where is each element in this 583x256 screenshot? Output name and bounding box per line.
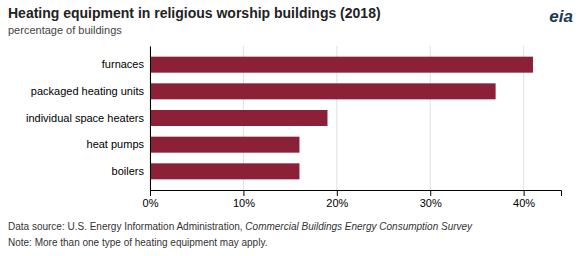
y-tick: individual space heaters [26,112,145,124]
x-tick-label: 0% [143,197,159,209]
x-tick-mark [430,190,431,196]
bar [150,163,299,179]
y-tick-label: individual space heaters [26,112,145,124]
bar [150,110,327,126]
title: Heating equipment in religious worship b… [8,5,381,21]
bars [150,57,533,180]
y-tick: furnaces [102,58,145,70]
bar [150,137,299,153]
y-axis: boilers heat pumps individual space heater… [26,47,151,191]
x-tick-label: 30% [420,197,442,209]
note: Note: More than one type of heating equi… [8,237,267,248]
y-tick-label: packaged heating units [31,85,145,97]
y-tick-label: boilers [112,165,145,177]
x-tick: 0% [143,190,159,209]
x-tick-label: 20% [326,197,348,209]
y-tick: boilers [112,165,145,177]
x-tick-mark [243,190,244,196]
source-italic: Commercial Buildings Energy Consumption … [245,221,473,232]
y-tick-label: furnaces [102,58,145,70]
x-tick: 20% [326,190,348,209]
x-tick-label: 10% [233,197,255,209]
y-axis-line [150,47,151,191]
x-tick-mark [150,190,151,196]
subtitle: percentage of buildings [8,24,122,36]
x-tick: 10% [233,190,255,209]
y-tick: packaged heating units [31,85,145,97]
x-tick-label: 40% [513,197,535,209]
annotation: eia [549,7,573,26]
source-text: Data source: U.S. Energy Information Adm… [8,221,245,232]
x-tick: 40% [513,190,535,209]
grid-line [150,46,151,190]
x-axis: 0% 10% 20% 30% 40% [143,190,562,209]
source: Data source: U.S. Energy Information Adm… [8,221,473,232]
y-tick-label: heat pumps [87,138,145,150]
x-tick-mark [337,190,338,196]
plot-area: 0% 10% 20% 30% 40% boilers heat pumps individua… [26,46,562,209]
y-tick: heat pumps [87,138,145,150]
chart: Heating equipment in religious worship b… [0,0,583,256]
x-tick-mark [524,190,525,196]
bar [150,57,533,73]
x-axis-line [151,191,562,197]
x-tick: 30% [420,190,442,209]
bar [150,83,496,99]
